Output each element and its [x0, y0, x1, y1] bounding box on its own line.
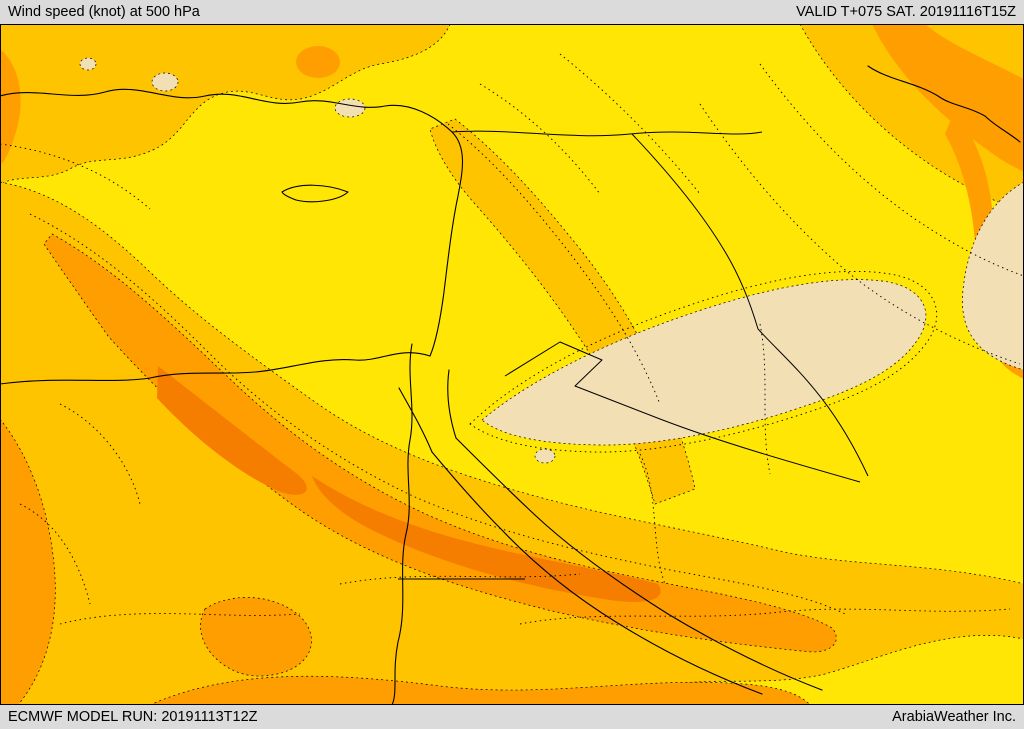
isotach-band-amber-south — [0, 181, 1024, 705]
isotach-spot-cream-2 — [334, 98, 366, 118]
isotach-band-orange-west-edge — [0, 418, 56, 705]
isotach-spot-orange-top — [296, 46, 340, 78]
valid-time-label: VALID T+075 SAT. 20191116T15Z — [796, 4, 1016, 20]
contour-dotted-south-1 — [59, 613, 301, 625]
credit-label: ArabiaWeather Inc. — [892, 709, 1016, 725]
contour-dotted-saudi-loop — [469, 270, 938, 453]
isotach-band-cream-saudi — [481, 279, 927, 446]
weather-map — [0, 24, 1024, 705]
isotach-spot-cream-3 — [79, 57, 97, 71]
border-iraq-saudi — [757, 328, 869, 477]
coastline-egypt-north — [0, 352, 431, 385]
contour-dotted-northwest — [0, 143, 151, 210]
isotach-band-orange-northeast-corner — [872, 24, 1024, 172]
coastline-persian-gulf — [867, 65, 1021, 143]
isotach-core-deep-orange-redsea — [312, 476, 661, 603]
isotach-spot-cream-saudi-small — [534, 448, 556, 464]
border-syria-iraq — [631, 133, 759, 330]
isotach-band-orange-bottom — [149, 675, 811, 705]
isotach-blob-orange-southwest — [200, 597, 312, 677]
border-turkey-syria — [451, 130, 763, 137]
coastline-cyprus — [281, 184, 349, 203]
coastline-redsea-east — [455, 437, 823, 691]
map-title: Wind speed (knot) at 500 hPa — [8, 4, 200, 20]
isotach-band-cream-east-edge — [962, 181, 1024, 371]
coastline-redsea-west — [431, 451, 763, 695]
contour-dotted-jet-north — [29, 213, 846, 615]
model-run-label: ECMWF MODEL RUN: 20191113T12Z — [8, 709, 258, 725]
isotach-contour-map — [0, 24, 1024, 705]
coastline-gulf-of-aqaba — [447, 369, 457, 439]
contour-dotted-center-top-1 — [479, 83, 601, 195]
contour-dotted-south-3 — [339, 573, 581, 585]
header-bar: Wind speed (knot) at 500 hPa VALID T+075… — [0, 0, 1024, 24]
border-jordan-saudi — [504, 341, 861, 483]
admin-dotted-saudi-1 — [759, 323, 771, 475]
isotach-spot-cream-1 — [151, 72, 179, 92]
coastline-gulf-of-suez — [398, 387, 433, 453]
isotach-core-deep-orange-egypt — [157, 366, 307, 495]
coastline-turkey-levant — [0, 88, 463, 357]
footer-bar: ECMWF MODEL RUN: 20191113T12Z ArabiaWeat… — [0, 705, 1024, 729]
contour-dotted-south-2 — [519, 608, 1011, 625]
isotach-band-orange-northwest-corner — [0, 49, 21, 166]
